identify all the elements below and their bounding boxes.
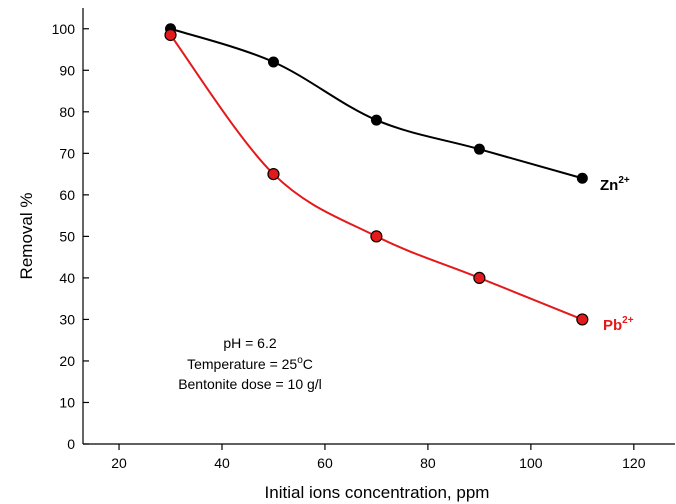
data-point-pb [267, 167, 280, 181]
data-point-zn [267, 56, 279, 68]
data-point-zn [473, 143, 485, 155]
tick-marks: 0 10 20 30 40 50 60 70 80 90 100 20 40 60 80 100 120 [52, 21, 646, 471]
y-tick-label: 90 [59, 62, 75, 78]
y-tick-label: 20 [59, 353, 75, 369]
x-tick-label: 80 [420, 455, 436, 471]
annotation-dose: Bentonite dose = 10 g/l [178, 376, 322, 392]
y-tick-label: 40 [59, 270, 75, 286]
y-tick-label: 30 [59, 311, 75, 327]
y-axis-title: Removal % [17, 193, 36, 280]
series-points [164, 23, 589, 326]
x-tick-label: 100 [519, 455, 543, 471]
annotation-ph: pH = 6.2 [223, 335, 277, 351]
y-tick-label: 60 [59, 187, 75, 203]
data-point-zn [576, 172, 588, 184]
data-point-pb [370, 230, 383, 243]
data-point-pb [473, 271, 486, 285]
x-tick-label: 20 [111, 455, 127, 471]
series-lines [169, 27, 583, 321]
annotation-temperature: Temperature = 25oC [187, 355, 313, 372]
y-tick-label: 80 [59, 104, 75, 120]
x-tick-label: 120 [622, 455, 646, 471]
y-tick-label: 0 [67, 436, 75, 452]
series-label-zn: Zn2+ [600, 175, 630, 194]
data-point-pb [576, 313, 589, 326]
series-label-pb: Pb2+ [603, 315, 634, 334]
y-tick-label: 70 [59, 145, 75, 161]
series-line-zn [170, 27, 583, 180]
y-tick-label: 100 [52, 21, 76, 37]
axes [82, 8, 675, 445]
conditions-annotation: pH = 6.2 Temperature = 25oC Bentonite do… [178, 335, 322, 392]
series-line-pb [169, 34, 583, 321]
data-point-pb [164, 28, 177, 42]
x-axis-title: Initial ions concentration, ppm [265, 483, 490, 502]
y-tick-label: 10 [59, 394, 75, 410]
x-tick-label: 40 [214, 455, 230, 471]
data-point-zn [370, 114, 382, 126]
y-tick-label: 50 [59, 228, 75, 244]
x-tick-label: 60 [317, 455, 333, 471]
